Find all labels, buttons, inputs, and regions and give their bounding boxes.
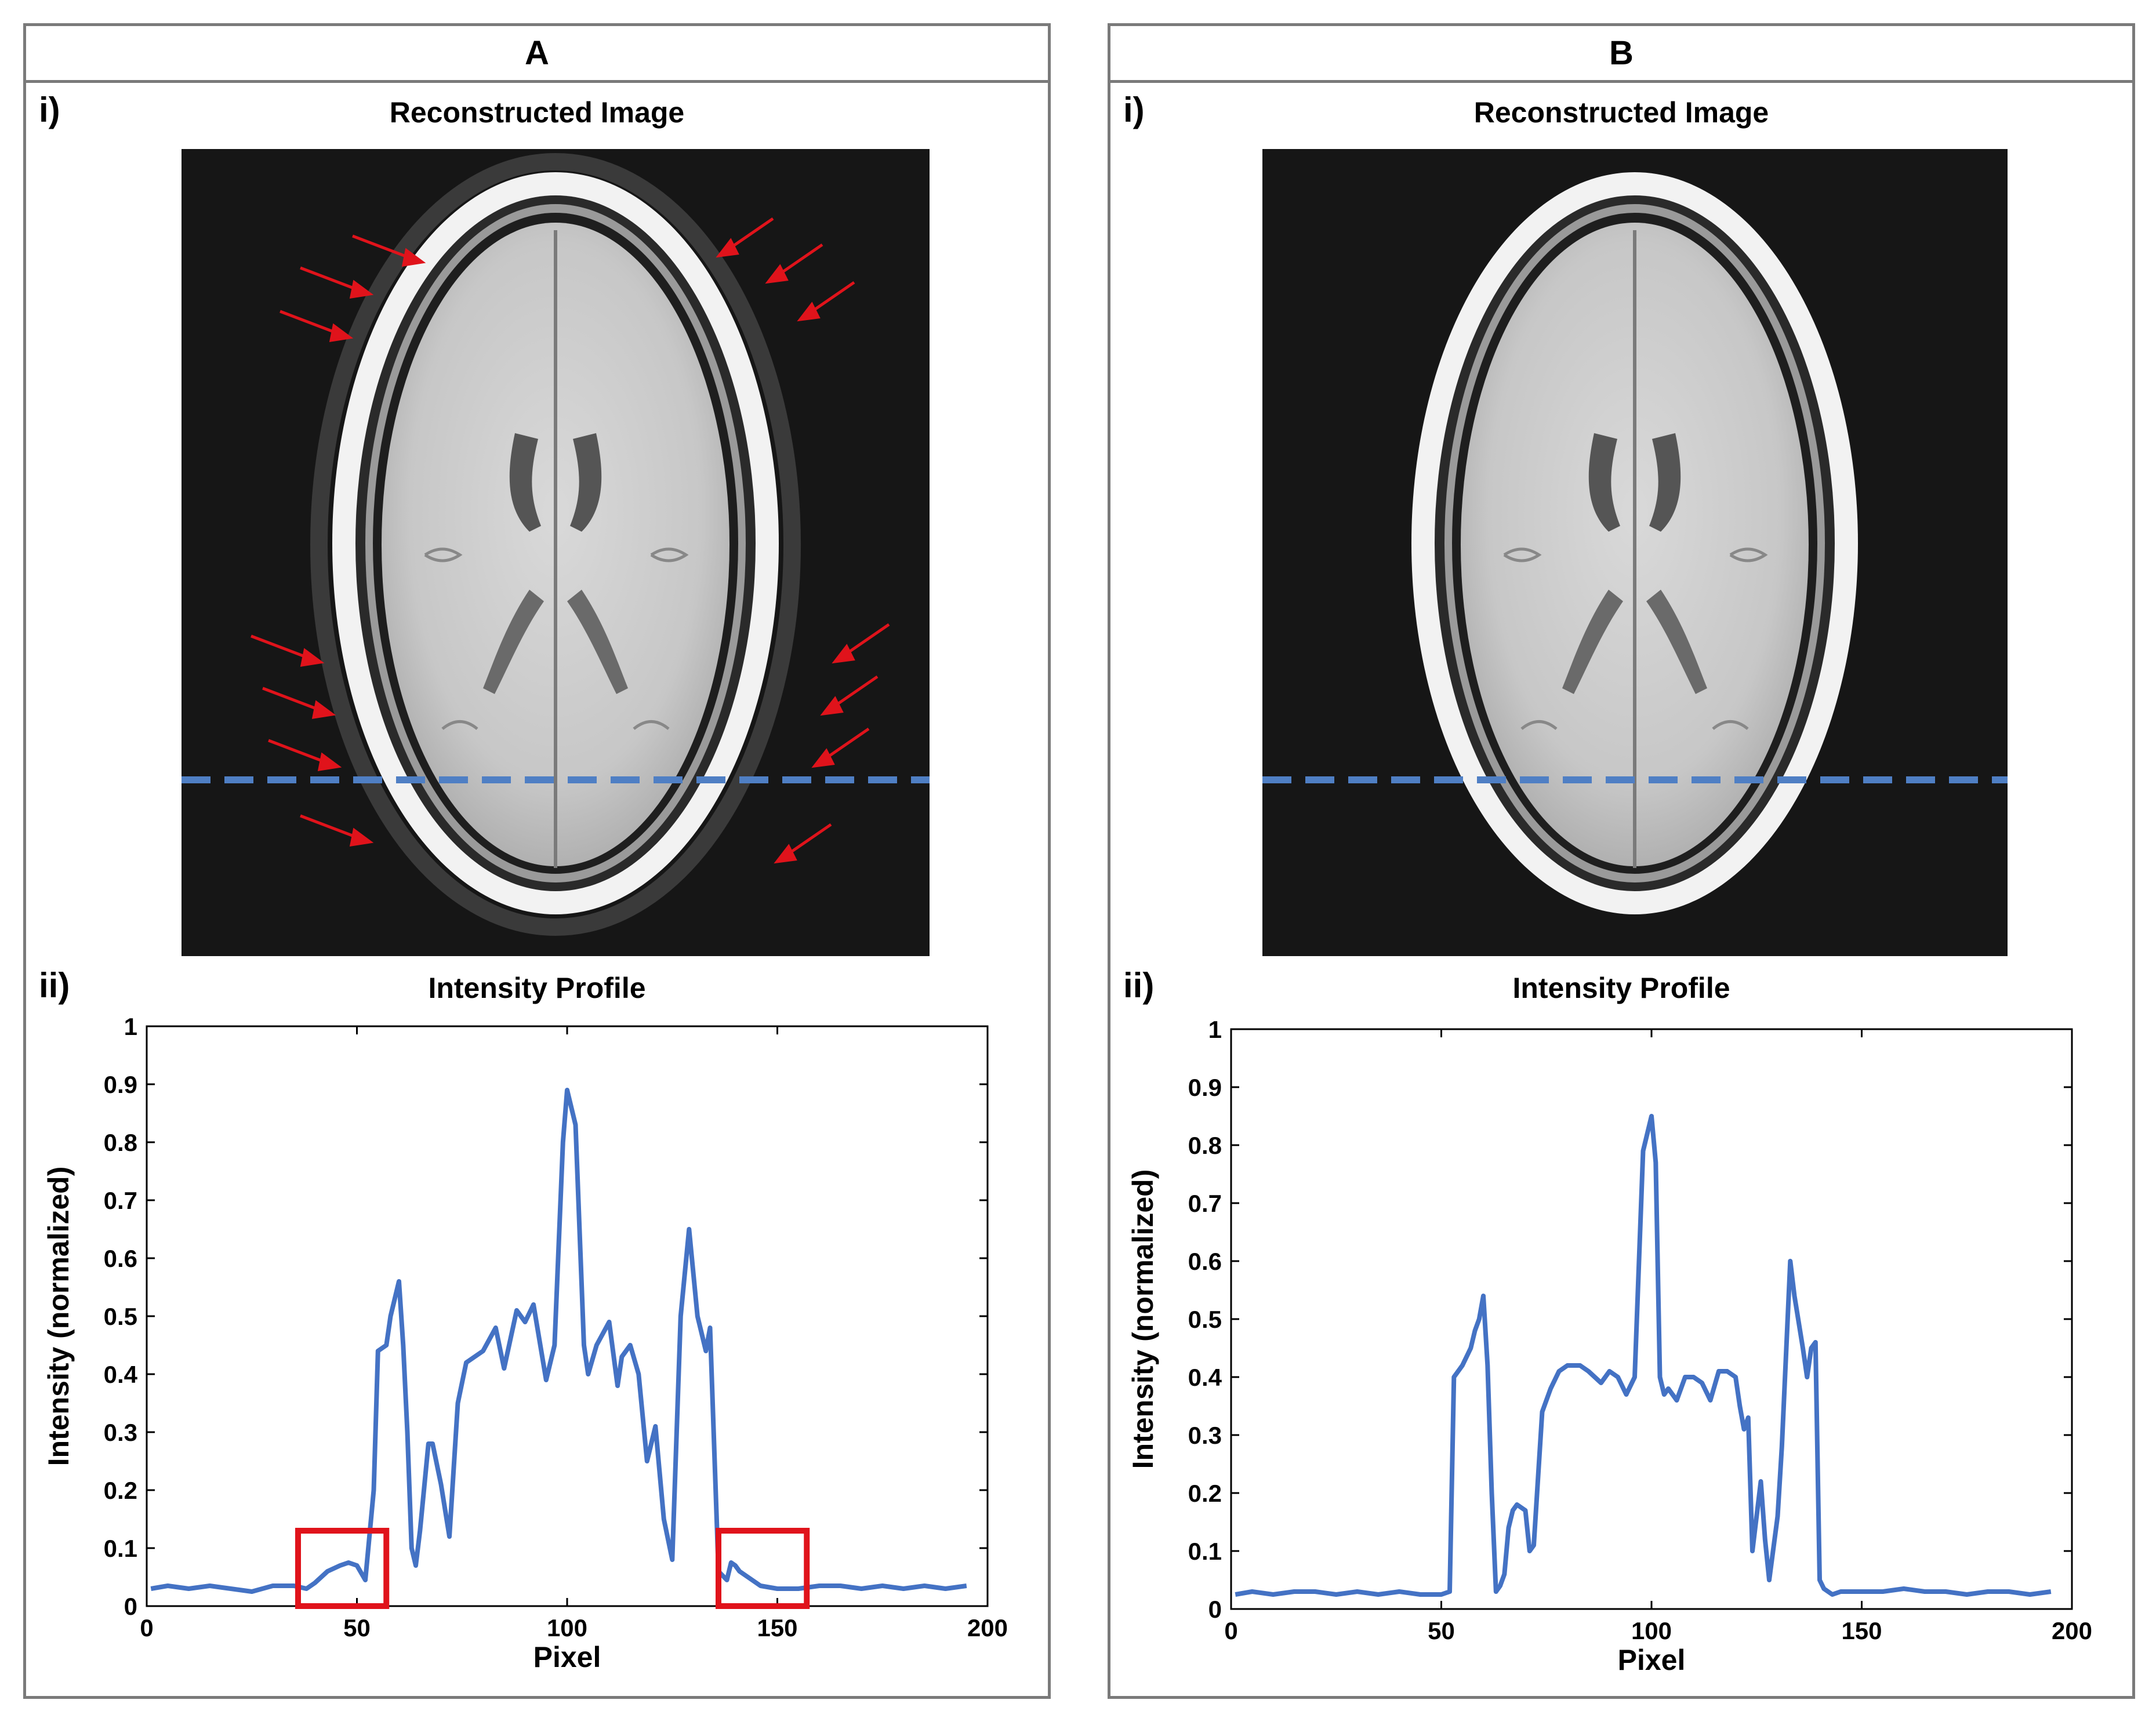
panel-header: B	[1110, 26, 2132, 83]
y-tick-label: 0.9	[1188, 1074, 1222, 1101]
panel-b: B i) Reconstructed Image	[1108, 23, 2135, 1699]
y-tick-label: 0.5	[104, 1303, 137, 1330]
y-tick-label: 0.8	[1188, 1132, 1222, 1159]
y-tick-label: 0.4	[1188, 1364, 1222, 1391]
highlight-box-0	[295, 1528, 390, 1609]
y-tick-label: 0	[124, 1593, 137, 1620]
y-tick-label: 0.3	[104, 1419, 137, 1446]
x-tick-label: 100	[547, 1614, 587, 1641]
y-tick-label: 1	[1208, 1016, 1222, 1043]
x-tick-label: 150	[757, 1614, 797, 1641]
y-tick-label: 0.6	[1188, 1248, 1222, 1275]
y-axis-label: Intensity (normalized)	[1127, 1169, 1159, 1469]
reconstructed-image-b	[1262, 149, 2008, 956]
y-tick-label: 0.7	[104, 1187, 137, 1214]
y-tick-label: 0.5	[1188, 1306, 1222, 1333]
panel-header: A	[26, 26, 1048, 83]
panel-a: A i) Reconstructed Image	[23, 23, 1051, 1699]
plot-title: Intensity Profile	[1512, 972, 1730, 1004]
intensity-profile-plot-a: 0 0.1 0.2 0.3 0.4 0.5 0.6 0.7 0.8 0.9 1 0 50 100 150 20…	[42, 1013, 1008, 1673]
x-tick-label: 200	[2052, 1617, 2092, 1644]
artifact-arrows	[251, 217, 890, 864]
image-title: Reconstructed Image	[389, 96, 685, 129]
x-tick-label: 0	[140, 1614, 153, 1641]
y-tick-label: 0.1	[104, 1535, 137, 1562]
y-tick-label: 0.2	[1188, 1480, 1222, 1507]
y-tick-label: 0.9	[104, 1071, 137, 1098]
y-tick-label: 0.1	[1188, 1538, 1222, 1565]
y-tick-label: 1	[124, 1013, 137, 1040]
intensity-profile-plot-b: 0 0.1 0.2 0.3 0.4 0.5 0.6 0.7 0.8 0.9 1 0 50 100 150 20…	[1127, 1016, 2092, 1676]
y-tick-label: 0.4	[104, 1361, 138, 1388]
plot-title: Intensity Profile	[428, 972, 646, 1004]
y-tick-label: 0.8	[104, 1129, 137, 1156]
plot-label: ii)	[1123, 966, 1155, 1005]
series-line-0	[150, 1088, 967, 1594]
y-tick-label: 0.6	[104, 1245, 137, 1272]
y-tick-label: 0	[1208, 1596, 1222, 1623]
x-axis-label: Pixel	[533, 1641, 601, 1673]
y-tick-label: 0.7	[1188, 1190, 1222, 1217]
x-tick-label: 150	[1841, 1617, 1882, 1644]
y-axis-label: Intensity (normalized)	[42, 1167, 75, 1466]
x-axis-label: Pixel	[1618, 1644, 1686, 1676]
x-tick-label: 50	[1428, 1617, 1455, 1644]
plot-label: ii)	[39, 966, 70, 1005]
reconstructed-image-a	[182, 149, 930, 956]
image-label: i)	[39, 90, 60, 129]
y-tick-label: 0.3	[1188, 1422, 1222, 1449]
image-title: Reconstructed Image	[1473, 96, 1769, 129]
image-label: i)	[1123, 90, 1145, 129]
x-tick-label: 0	[1224, 1617, 1237, 1644]
y-tick-label: 0.2	[104, 1477, 137, 1504]
x-tick-label: 100	[1631, 1617, 1672, 1644]
x-tick-label: 200	[967, 1614, 1008, 1641]
x-tick-label: 50	[343, 1614, 371, 1641]
highlight-box-1	[716, 1528, 810, 1609]
series-line-0	[1235, 1114, 2052, 1597]
